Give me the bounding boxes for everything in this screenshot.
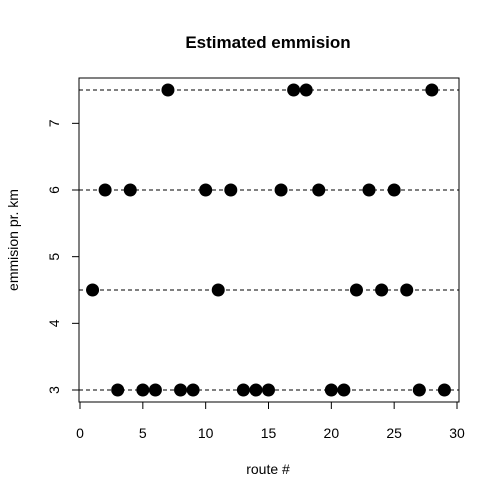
- x-tick-label: 20: [324, 425, 340, 441]
- data-point: [123, 183, 137, 197]
- y-tick-label: 3: [46, 386, 62, 394]
- y-tick-label: 6: [46, 186, 62, 194]
- data-points: [86, 83, 451, 397]
- x-axis-label: route #: [246, 461, 290, 477]
- data-point: [362, 183, 376, 197]
- data-point: [262, 383, 275, 397]
- data-point: [287, 83, 301, 97]
- chart-title: Estimated emmision: [185, 33, 350, 52]
- data-point: [199, 183, 213, 197]
- plot-frame: [78, 77, 460, 403]
- data-point: [161, 83, 175, 97]
- data-point: [312, 183, 326, 197]
- data-point: [375, 283, 389, 297]
- y-tick-label: 7: [46, 119, 62, 127]
- y-tick-label: 5: [46, 253, 62, 261]
- data-point: [337, 383, 351, 397]
- data-point: [148, 383, 162, 397]
- data-point: [437, 383, 451, 397]
- x-tick-label: 25: [386, 425, 402, 441]
- data-point: [224, 183, 238, 197]
- data-point: [236, 383, 250, 397]
- data-point: [324, 383, 338, 397]
- x-tick-label: 10: [198, 425, 214, 441]
- data-point: [299, 83, 313, 97]
- x-axis: 0 5 10 15 20 25 30: [76, 401, 465, 441]
- reference-lines: [79, 89, 459, 391]
- data-point: [249, 383, 263, 397]
- data-point: [174, 383, 188, 397]
- data-point: [186, 383, 200, 397]
- y-axis: 3 4 5 6 7: [46, 119, 79, 394]
- x-tick-label: 0: [76, 425, 84, 441]
- data-point: [111, 383, 125, 397]
- data-point: [425, 83, 439, 97]
- data-point: [400, 283, 414, 297]
- data-point: [387, 183, 401, 197]
- x-tick-label: 5: [139, 425, 147, 441]
- x-tick-label: 15: [261, 425, 277, 441]
- data-point: [86, 283, 100, 297]
- data-point: [136, 383, 150, 397]
- data-point: [211, 283, 225, 297]
- data-point: [412, 383, 426, 397]
- y-tick-label: 4: [46, 319, 62, 327]
- y-axis-label: emmision pr. km: [5, 189, 21, 291]
- data-point: [98, 183, 112, 197]
- data-point: [274, 183, 288, 197]
- data-point: [349, 283, 363, 297]
- x-tick-label: 30: [449, 425, 465, 441]
